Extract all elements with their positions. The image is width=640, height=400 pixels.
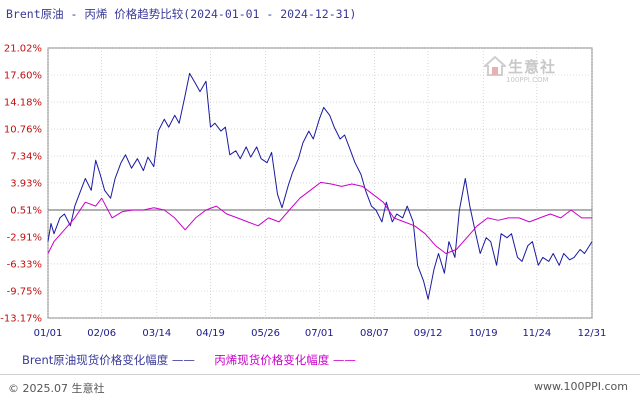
x-tick-label: 05/26 xyxy=(251,328,280,339)
y-tick-label: -9.75% xyxy=(7,286,42,297)
series-line-propylene xyxy=(47,181,592,254)
y-tick-label: 3.93% xyxy=(10,178,42,189)
y-tick-label: 21.02% xyxy=(4,44,42,55)
x-tick-label: 12/31 xyxy=(578,328,607,339)
watermark-url: 100PPI.COM xyxy=(506,76,549,84)
series-line-brent xyxy=(47,72,593,300)
x-tick-label: 01/01 xyxy=(34,328,63,339)
y-tick-label: 7.34% xyxy=(10,152,42,163)
x-tick-label: 11/24 xyxy=(522,328,551,339)
y-tick-label: 10.76% xyxy=(4,125,42,136)
watermark-logo: 生意社 100PPI.COM xyxy=(482,55,555,84)
x-tick-label: 08/07 xyxy=(360,328,389,339)
legend-brent-label: Brent原油现货价格变化幅度 —— xyxy=(22,353,195,367)
y-tick-label: 0.51% xyxy=(10,205,42,216)
y-tick-label: -2.91% xyxy=(7,232,42,243)
y-tick-label: -6.33% xyxy=(7,259,42,270)
watermark-name: 生意社 xyxy=(508,58,557,76)
series-layer xyxy=(47,72,593,300)
y-tick-label: -13.17% xyxy=(0,314,42,325)
x-tick-label: 04/19 xyxy=(196,328,225,339)
legend-propylene-label: 丙烯现货价格变化幅度 —— xyxy=(214,353,356,367)
house-icon xyxy=(482,55,508,76)
x-tick-label: 09/12 xyxy=(414,328,443,339)
y-tick-label: 17.60% xyxy=(4,71,42,82)
y-tick-label: 14.18% xyxy=(4,98,42,109)
footer-divider xyxy=(0,374,640,375)
x-tick-label: 03/14 xyxy=(142,328,171,339)
x-tick-label: 07/01 xyxy=(305,328,334,339)
tick-layer: 21.02% 17.60% 14.18% 10.76% 7.34% 3.93% 0.51% -… xyxy=(0,44,606,340)
footer-copyright: © 2025.07 生意社 xyxy=(8,382,105,395)
chart-title: Brent原油 - 丙烯 价格趋势比较(2024-01-01 - 2024-12… xyxy=(6,7,357,21)
x-tick-label: 10/19 xyxy=(469,328,498,339)
footer-site-link[interactable]: www.100PPI.com xyxy=(534,380,628,393)
x-tick-label: 02/06 xyxy=(87,328,116,339)
chart-legend: Brent原油现货价格变化幅度 —— 丙烯现货价格变化幅度 —— xyxy=(22,352,356,368)
